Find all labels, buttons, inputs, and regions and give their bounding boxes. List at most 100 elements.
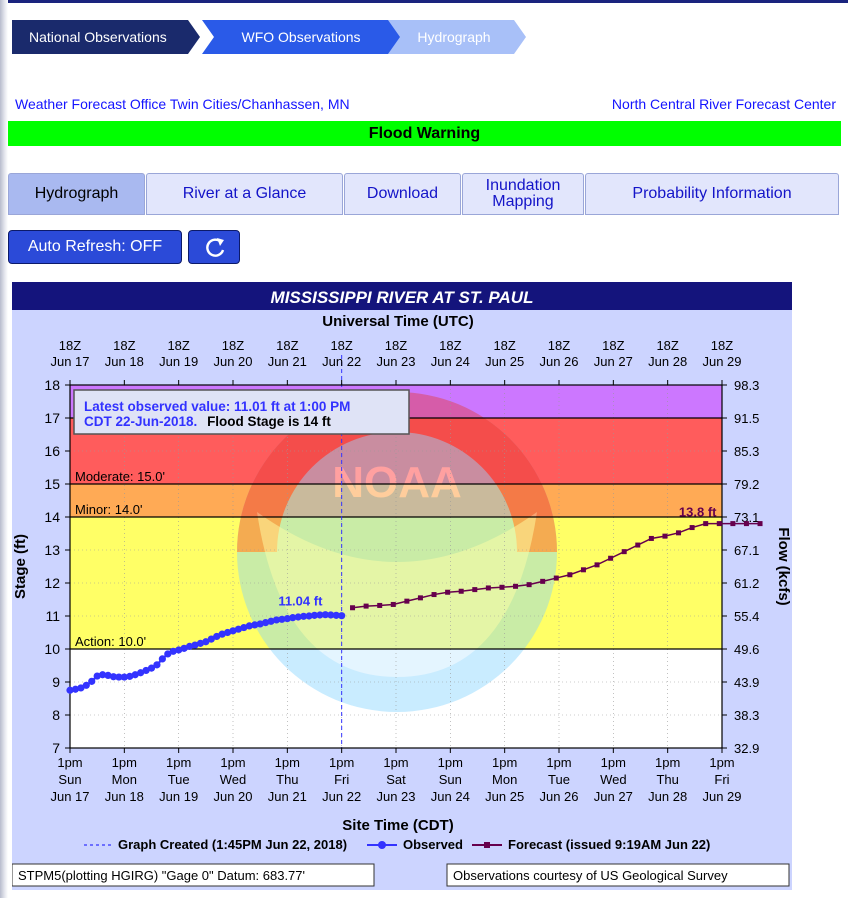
tab-hydrograph[interactable]: Hydrograph	[8, 173, 145, 215]
top-tick-label: 18Z	[167, 338, 189, 353]
bottom-tick-label: Sun	[439, 772, 462, 787]
bottom-tick-label: Mon	[112, 772, 137, 787]
forecast-point	[716, 521, 722, 527]
bottom-tick-label: Jun 20	[213, 789, 252, 804]
top-tick-label: Jun 17	[50, 354, 89, 369]
observed-point	[175, 646, 183, 654]
observed-point	[202, 638, 210, 646]
watermark-wave	[257, 512, 537, 677]
y2-tick-label: 38.3	[734, 708, 759, 723]
tab-probability-information[interactable]: Probability Information	[585, 173, 839, 215]
y2-tick-label: 43.9	[734, 675, 759, 690]
observed-point	[180, 644, 188, 652]
forecast-point	[540, 578, 546, 584]
observed-point	[137, 669, 145, 677]
top-tick-label: 18Z	[656, 338, 678, 353]
top-tick-label: 18Z	[602, 338, 624, 353]
observed-point	[104, 671, 112, 679]
bottom-tick-label: Sat	[386, 772, 406, 787]
reload-button[interactable]	[188, 230, 240, 264]
forecast-point	[757, 521, 763, 527]
y2-tick-label: 32.9	[734, 741, 759, 756]
y-tick-label: 11	[45, 608, 60, 624]
bottom-tick-label: Jun 26	[539, 789, 578, 804]
forecast-point	[676, 530, 682, 536]
tab-download[interactable]: Download	[344, 173, 461, 215]
forecast-point	[363, 603, 369, 609]
bottom-tick-label: Jun 19	[159, 789, 198, 804]
top-tick-label: Jun 24	[431, 354, 470, 369]
observed-point	[207, 635, 215, 643]
tab-river-at-a-glance[interactable]: River at a Glance	[146, 173, 343, 215]
auto-refresh-button[interactable]: Auto Refresh: OFF	[8, 230, 182, 264]
observed-point	[77, 684, 85, 692]
forecast-point	[743, 521, 749, 527]
latest-observed-line2: CDT 22-Jun-2018. Flood Stage is 14 ft	[84, 414, 331, 429]
tab-inundation-mapping[interactable]: Inundation Mapping	[462, 173, 584, 215]
forecast-point	[703, 521, 709, 527]
observed-point	[316, 611, 324, 619]
observed-point	[93, 672, 101, 680]
forecast-point	[404, 598, 410, 604]
y-tick-label: 9	[52, 674, 60, 690]
breadcrumb-hydrograph[interactable]: Hydrograph	[382, 20, 526, 54]
legend-forecast: Forecast (issued 9:19AM Jun 22)	[508, 837, 710, 852]
bottom-tick-label: Jun 25	[485, 789, 524, 804]
bottom-tick-label: Wed	[600, 772, 627, 787]
breadcrumb-national-observations[interactable]: National Observations	[12, 20, 200, 54]
flood-warning-banner[interactable]: Flood Warning	[8, 121, 841, 146]
bottom-tick-label: Jun 22	[322, 789, 361, 804]
bottom-tick-label: Jun 17	[50, 789, 89, 804]
flood-label-action: Action: 10.0'	[75, 634, 146, 649]
y-tick-label: 17	[44, 410, 60, 426]
flood-label-moderate: Moderate: 15.0'	[75, 469, 165, 484]
observed-point	[126, 672, 134, 680]
bottom-tick-label: 1pm	[601, 755, 626, 770]
observed-point	[300, 612, 308, 620]
observed-point	[142, 666, 150, 675]
chart-title: MISSISSIPPI RIVER AT ST. PAUL	[271, 288, 534, 307]
observed-point	[278, 615, 286, 623]
top-tick-label: 18Z	[385, 338, 407, 353]
rfc-link[interactable]: North Central River Forecast Center	[611, 96, 836, 112]
forecast-point	[730, 521, 736, 527]
forecast-point	[689, 525, 695, 531]
top-tick-label: Jun 20	[213, 354, 252, 369]
forecast-point	[526, 582, 532, 588]
breadcrumb-wfo-observations[interactable]: WFO Observations	[202, 20, 400, 54]
latest-observed-box	[73, 389, 410, 435]
y2-tick-label: 73.1	[734, 510, 759, 525]
chart-series	[66, 521, 763, 694]
top-tick-label: Jun 18	[105, 354, 144, 369]
left-rule	[0, 0, 8, 898]
y-tick-label: 10	[44, 641, 60, 657]
forecast-point	[390, 601, 396, 607]
bottom-tick-label: Jun 24	[431, 789, 470, 804]
y2-tick-label: 49.6	[734, 642, 759, 657]
y-tick-label: 7	[52, 740, 60, 756]
wfo-link[interactable]: Weather Forecast Office Twin Cities/Chan…	[15, 96, 350, 112]
top-tick-label: Jun 29	[702, 354, 741, 369]
observed-point	[332, 611, 340, 619]
observed-point	[66, 686, 74, 694]
legend-forecast-marker	[484, 842, 490, 848]
bottom-tick-label: Mon	[492, 772, 517, 787]
latest-observed-line1: Latest observed value: 11.01 ft at 1:00 …	[84, 399, 350, 414]
observed-point	[109, 673, 118, 681]
forecast-point	[513, 583, 519, 589]
bottom-tick-label: Thu	[276, 772, 298, 787]
observed-point	[185, 642, 194, 650]
chart-legend: Graph Created (1:45PM Jun 22, 2018) Obse…	[84, 837, 710, 852]
y-tick-label: 12	[44, 575, 60, 591]
top-tick-label: 18Z	[493, 338, 515, 353]
observed-point	[305, 612, 313, 620]
top-tick-label: 18Z	[113, 338, 135, 353]
bottom-tick-label: Tue	[548, 772, 570, 787]
bottom-tick-label: Fri	[334, 772, 349, 787]
y2-axis-label: Flow (kcfs)	[775, 527, 792, 605]
forecast-point	[553, 575, 559, 581]
top-tick-label: 18Z	[711, 338, 733, 353]
top-rule	[0, 0, 848, 3]
bottom-tick-label: 1pm	[275, 755, 300, 770]
watermark-text: NOAA	[332, 458, 462, 507]
